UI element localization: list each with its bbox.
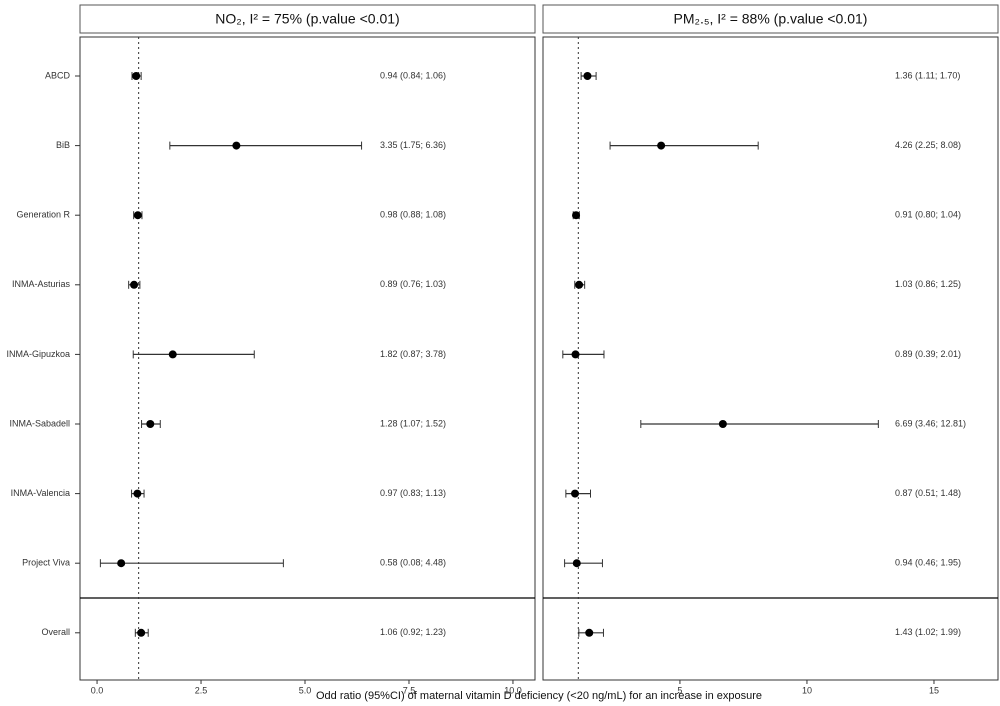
value-label: 0.94 (0.46; 1.95) (895, 558, 961, 568)
value-label: 0.58 (0.08; 4.48) (380, 558, 446, 568)
value-label: 0.94 (0.84; 1.06) (380, 70, 446, 80)
x-axis-label: Odd ratio (95%CI) of maternal vitamin D … (316, 690, 762, 702)
x-tick-label: 2.5 (195, 685, 208, 695)
y-tick-label: ABCD (45, 70, 71, 80)
point (583, 72, 592, 80)
y-tick-label: Overall (41, 627, 70, 637)
value-label: 1.28 (1.07; 1.52) (380, 418, 446, 428)
value-label: 0.97 (0.83; 1.13) (380, 488, 446, 498)
value-label: 3.35 (1.75; 6.36) (380, 140, 446, 150)
panel-title: PM₂.₅, I² = 88% (p.value <0.01) (674, 11, 868, 27)
value-label: 1.36 (1.11; 1.70) (895, 70, 960, 80)
y-tick-label: INMA-Sabadell (9, 418, 70, 428)
point (571, 489, 580, 498)
x-tick-label: 15 (929, 685, 939, 695)
value-label: 1.03 (0.86; 1.25) (895, 279, 961, 289)
point (572, 559, 581, 568)
value-label: 0.98 (0.88; 1.08) (380, 210, 446, 220)
panel (542, 36, 999, 681)
point (571, 350, 580, 359)
y-tick-label: BiB (56, 140, 70, 150)
point (130, 280, 139, 289)
strip (542, 4, 999, 34)
panel (79, 36, 536, 681)
y-tick-label: INMA-Asturias (12, 279, 71, 289)
value-label: 1.82 (0.87; 3.78) (380, 349, 446, 359)
panel-title: NO₂, I² = 75% (p.value <0.01) (215, 11, 399, 27)
point (146, 420, 155, 428)
point (232, 141, 241, 150)
value-label: 4.26 (2.25; 8.08) (895, 140, 961, 150)
x-tick-label: 10 (802, 685, 812, 695)
value-label: 0.87 (0.51; 1.48) (895, 488, 961, 498)
point (575, 280, 584, 289)
value-label: 6.69 (3.46; 12.81) (895, 418, 966, 428)
x-tick-label: 7.5 (403, 685, 416, 695)
point (117, 559, 126, 568)
point (718, 420, 727, 428)
value-label: 0.89 (0.76; 1.03) (380, 279, 446, 289)
x-tick-label: 0.0 (91, 685, 104, 695)
y-tick-label: INMA-Valencia (11, 488, 70, 498)
point (132, 72, 141, 80)
value-label: 0.89 (0.39; 2.01) (895, 349, 961, 359)
y-tick-label: Generation R (16, 210, 70, 220)
y-tick-label: Project Viva (22, 558, 70, 568)
x-tick-label: 5 (677, 685, 682, 695)
point (133, 489, 142, 498)
point (585, 628, 594, 637)
point (133, 211, 142, 220)
x-tick-label: 5.0 (299, 685, 312, 695)
value-label: 0.91 (0.80; 1.04) (895, 210, 961, 220)
point (137, 628, 146, 637)
strip (79, 4, 536, 34)
y-tick-label: INMA-Gipuzkoa (6, 349, 70, 359)
point (657, 141, 666, 150)
point (168, 350, 177, 359)
point (572, 211, 581, 220)
x-tick-label: 10.0 (504, 685, 522, 695)
value-label: 1.06 (0.92; 1.23) (380, 627, 446, 637)
value-label: 1.43 (1.02; 1.99) (895, 627, 961, 637)
